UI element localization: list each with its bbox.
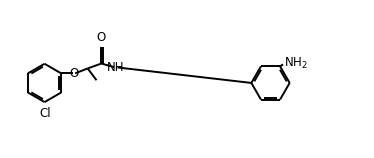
Text: O: O bbox=[97, 31, 106, 44]
Text: NH$_2$: NH$_2$ bbox=[284, 56, 308, 71]
Text: O: O bbox=[69, 67, 79, 80]
Text: NH: NH bbox=[107, 61, 125, 74]
Text: Cl: Cl bbox=[40, 106, 51, 119]
